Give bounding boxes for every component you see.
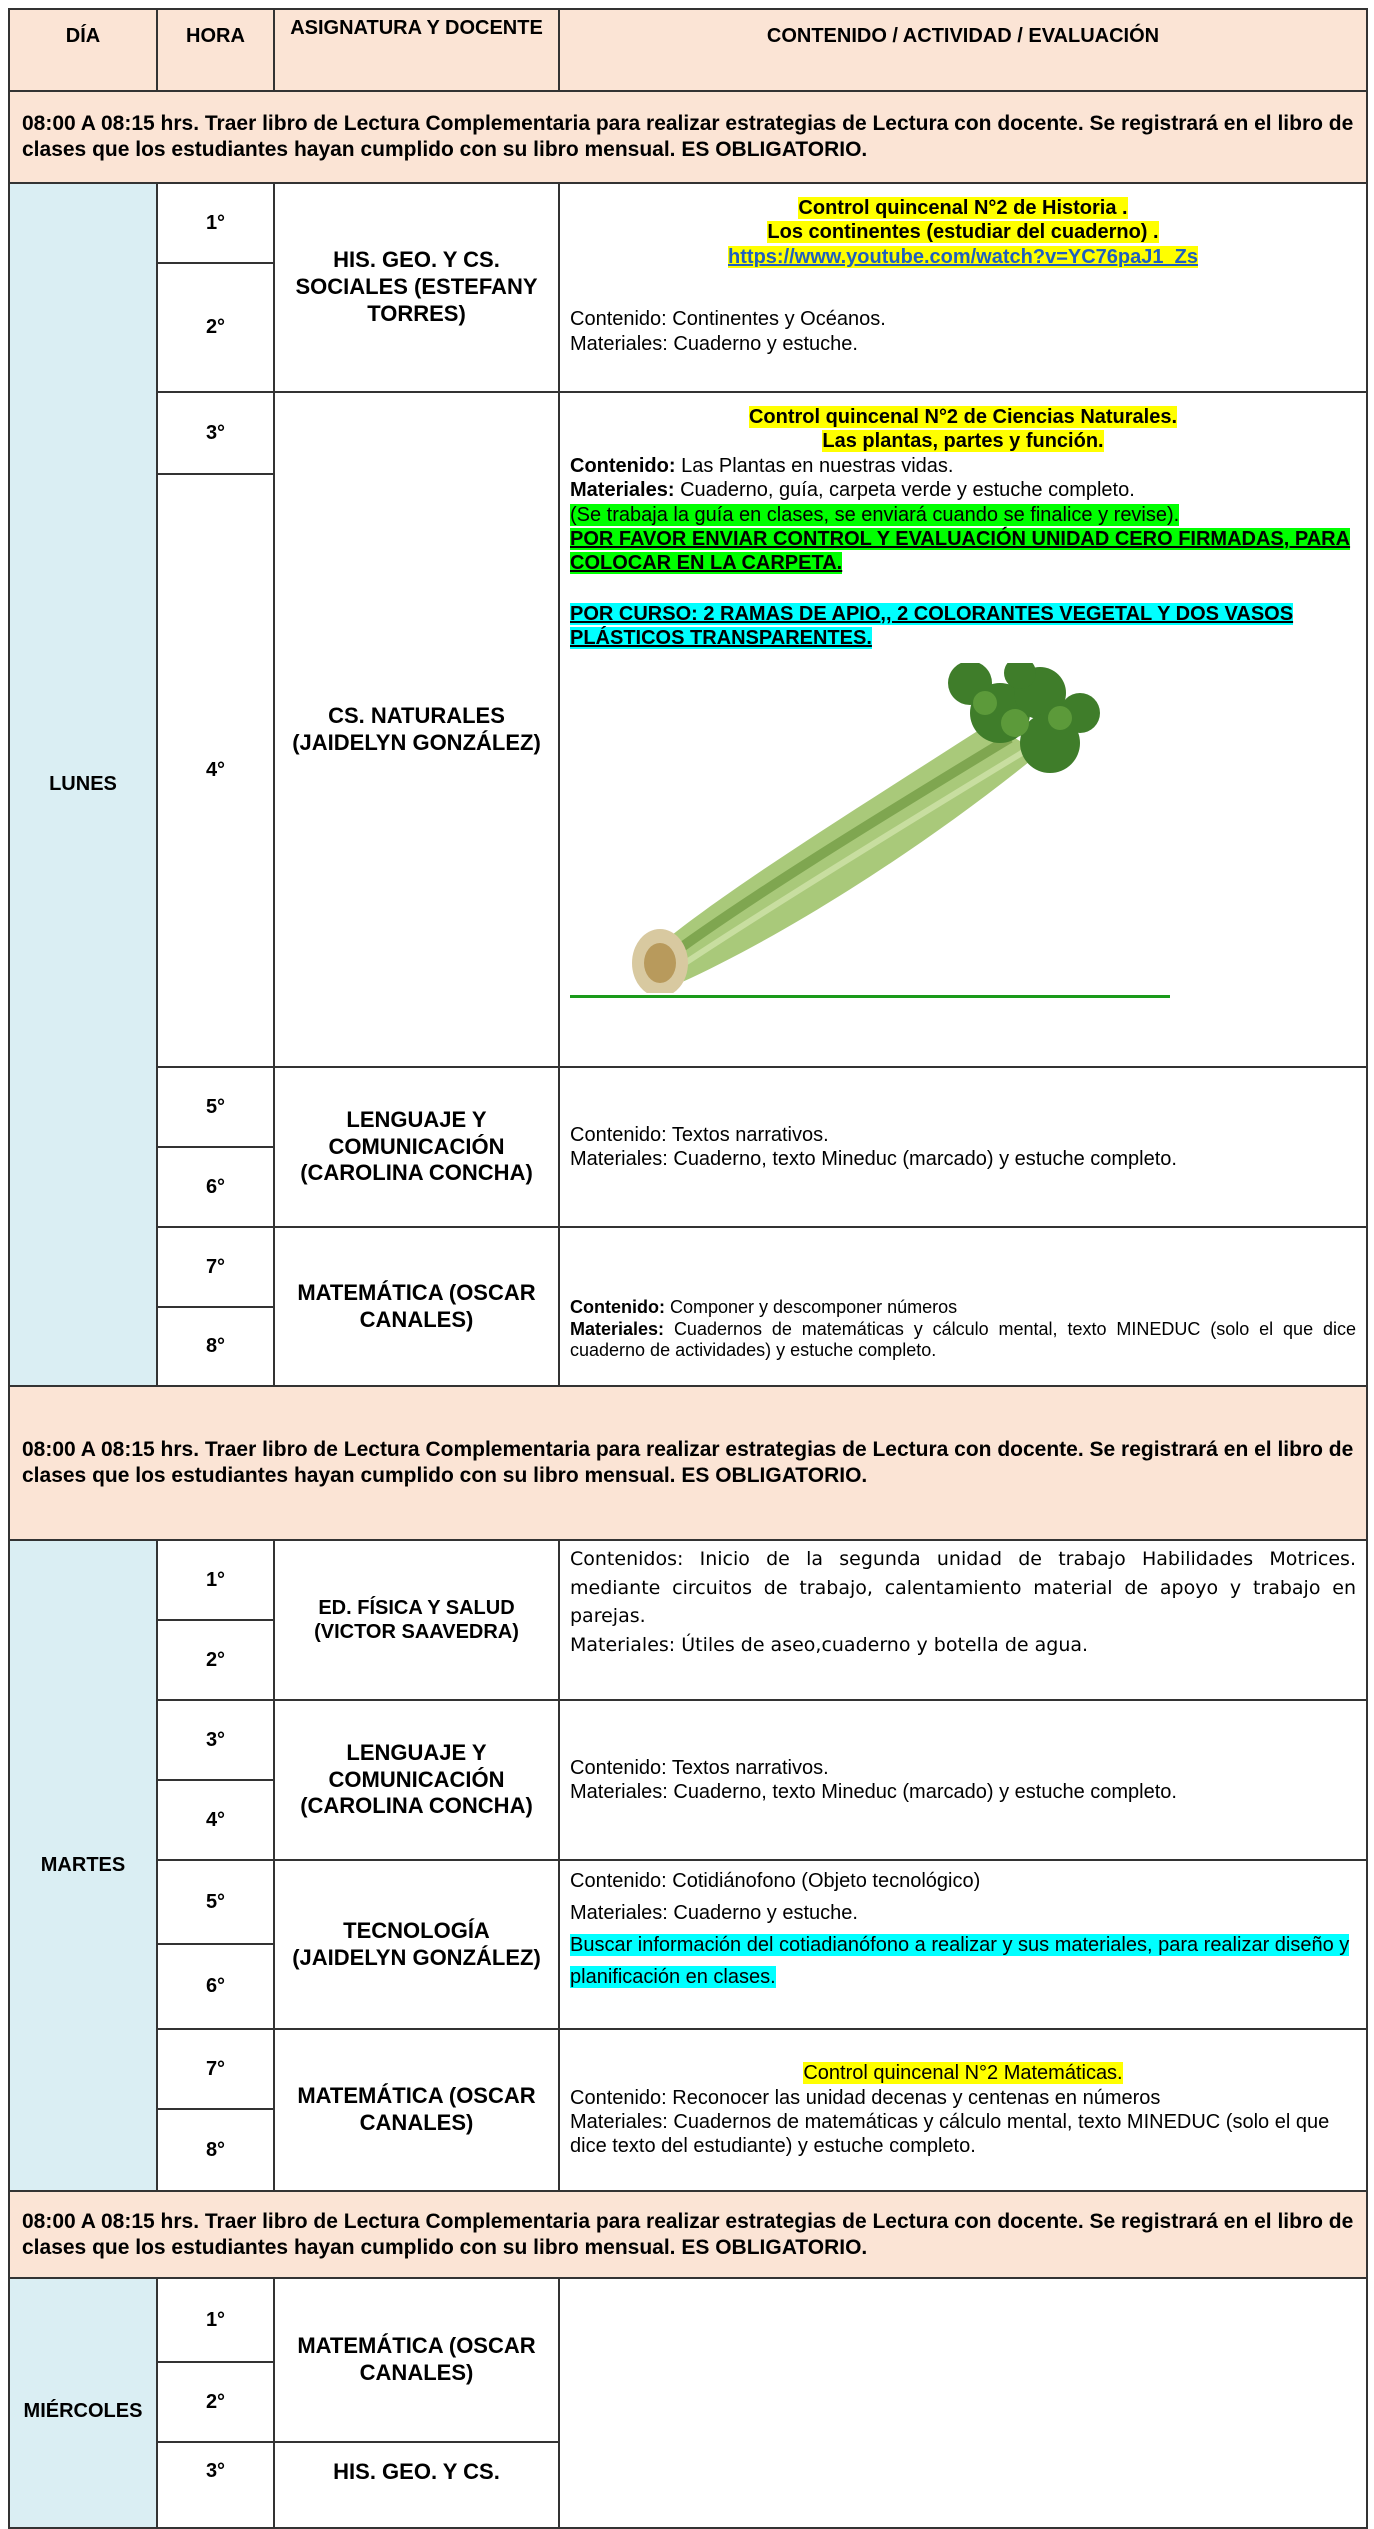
period: 8° [156, 1306, 275, 1387]
period: 3° [156, 391, 275, 475]
notice: 08:00 A 08:15 hrs. Traer libro de Lectur… [8, 1385, 1368, 1541]
period: 1° [156, 2277, 275, 2363]
notice: 08:00 A 08:15 hrs. Traer libro de Lectur… [8, 2190, 1368, 2279]
period: 5° [156, 1066, 275, 1148]
highlight-text: POR FAVOR ENVIAR CONTROL Y EVALUACIÓN UN… [570, 527, 1351, 575]
subject: MATEMÁTICA (OSCAR CANALES) [273, 1226, 560, 1387]
period: 4° [156, 473, 275, 1068]
highlight-text: Control quincenal N°2 Matemáticas. [803, 2062, 1123, 2085]
period: 1° [156, 182, 275, 264]
content: Control quincenal N°2 de Ciencias Natura… [558, 391, 1368, 1068]
day: LUNES [8, 182, 158, 1387]
subject: MATEMÁTICA (OSCAR CANALES) [273, 2028, 560, 2192]
period: 5° [156, 1859, 275, 1945]
period: 3° [156, 1699, 275, 1781]
content-line: Contenido: Reconocer las unidad decenas … [570, 2086, 1161, 2109]
highlight-text: Buscar información del cotiadianófono a … [570, 1934, 1350, 1988]
subject: HIS. GEO. Y CS. [273, 2441, 560, 2529]
header-hour: HORA [156, 8, 275, 92]
highlight-text: Control quincenal N°2 de Ciencias Natura… [748, 406, 1178, 428]
content-line: Contenido: Textos narrativos. [570, 1123, 829, 1146]
label: Materiales: [570, 1318, 665, 1339]
content: Control quincenal N°2 de Historia . Los … [558, 182, 1368, 393]
notice: 08:00 A 08:15 hrs. Traer libro de Lectur… [8, 90, 1368, 184]
period: 4° [156, 1779, 275, 1861]
content-line: Las Plantas en nuestras vidas. [681, 454, 954, 477]
header-content: CONTENIDO / ACTIVIDAD / EVALUACIÓN [558, 8, 1368, 92]
day: MIÉRCOLES [8, 2277, 158, 2529]
highlight-text: POR CURSO: 2 RAMAS DE APIO,, 2 COLORANTE… [570, 602, 1294, 650]
content-line: Materiales: Cuadernos de matemáticas y c… [570, 2111, 1330, 2158]
period: 7° [156, 2028, 275, 2110]
period: 6° [156, 1943, 275, 2030]
subject: TECNOLOGÍA (JAIDELYN GONZÁLEZ) [273, 1859, 560, 2030]
header-row: DÍA HORA ASIGNATURA Y DOCENTE CONTENIDO … [8, 8, 1368, 92]
content: Contenido: Componer y descomponer número… [558, 1226, 1368, 1387]
content-line: Materiales: Cuaderno, texto Mineduc (mar… [570, 1781, 1177, 1803]
period: 2° [156, 2361, 275, 2443]
content-line: Materiales: Útiles de aseo,cuaderno y bo… [570, 1633, 1089, 1656]
content: Contenido: Textos narrativos. Materiales… [558, 1066, 1368, 1228]
content: Contenido: Textos narrativos. Materiales… [558, 1699, 1368, 1861]
content: Contenido: Cotidiánofono (Objeto tecnoló… [558, 1859, 1368, 2030]
content: Control quincenal N°2 Matemáticas. Conte… [558, 2028, 1368, 2192]
content [558, 2277, 1368, 2529]
content-line: Contenido: Cotidiánofono (Objeto tecnoló… [570, 1870, 981, 1892]
content-line: Materiales: Cuaderno y estuche. [570, 332, 858, 355]
label: Contenido: [570, 454, 676, 477]
content-line: Materiales: Cuaderno, texto Mineduc (mar… [570, 1148, 1177, 1170]
period: 3° [156, 2441, 275, 2529]
underline [570, 994, 1170, 998]
content-line: Contenidos: Inicio de la segunda unidad … [570, 1548, 1356, 1627]
highlight-text: Las plantas, partes y función. [822, 430, 1104, 453]
period: 6° [156, 1146, 275, 1228]
day: MARTES [8, 1539, 158, 2192]
label: Contenido: [570, 1296, 665, 1317]
header-day: DÍA [8, 8, 158, 92]
subject: CS. NATURALES (JAIDELYN GONZÁLEZ) [273, 391, 560, 1068]
subject: MATEMÁTICA (OSCAR CANALES) [273, 2277, 560, 2443]
label: Materiales: [570, 479, 675, 502]
subject: LENGUAJE Y COMUNICACIÓN (CAROLINA CONCHA… [273, 1699, 560, 1861]
video-link[interactable]: https://www.youtube.com/watch?v=YC76paJ1… [728, 245, 1198, 268]
content: Contenidos: Inicio de la segunda unidad … [558, 1539, 1368, 1701]
header-subject: ASIGNATURA Y DOCENTE [273, 8, 560, 92]
period: 7° [156, 1226, 275, 1308]
schedule-table: DÍA HORA ASIGNATURA Y DOCENTE CONTENIDO … [8, 8, 1368, 2529]
subject: HIS. GEO. Y CS. SOCIALES (ESTEFANY TORRE… [273, 182, 560, 393]
content-line: Contenido: Textos narrativos. [570, 1756, 829, 1779]
subject: ED. FÍSICA Y SALUD (VICTOR SAAVEDRA) [273, 1539, 560, 1701]
celery-image [632, 662, 1100, 993]
period: 2° [156, 262, 275, 393]
period: 8° [156, 2108, 275, 2192]
content-line: Cuadernos de matemáticas y cálculo menta… [570, 1318, 1356, 1361]
period: 2° [156, 1619, 275, 1701]
period: 1° [156, 1539, 275, 1621]
highlight-text: (Se trabaja la guía en clases, se enviar… [570, 503, 1180, 526]
content-line: Materiales: Cuaderno y estuche. [570, 1902, 858, 1924]
content-line: Cuaderno, guía, carpeta verde y estuche … [680, 479, 1135, 502]
highlight-text: Los continentes (estudiar del cuaderno) … [767, 221, 1159, 244]
highlight-text: Control quincenal N°2 de Historia . [798, 197, 1128, 219]
content-line: Contenido: Continentes y Océanos. [570, 308, 886, 331]
content-line: Componer y descomponer números [670, 1296, 958, 1317]
subject: LENGUAJE Y COMUNICACIÓN (CAROLINA CONCHA… [273, 1066, 560, 1228]
